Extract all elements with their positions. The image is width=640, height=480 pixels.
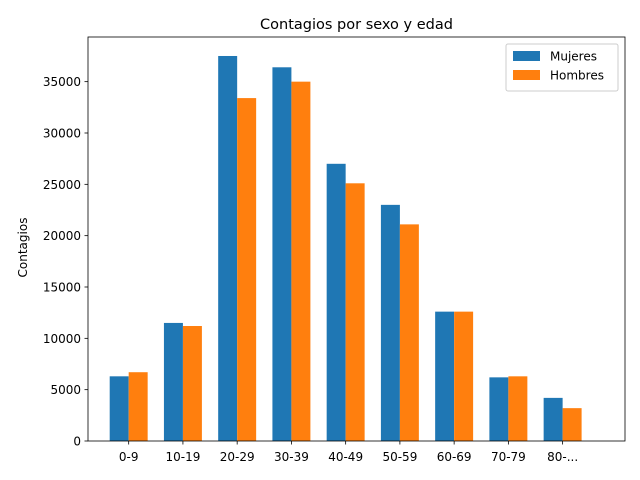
y-tick-label: 15000 — [43, 280, 81, 294]
legend-swatch-hombres — [513, 70, 540, 80]
bar-mujeres-60-69 — [435, 311, 455, 441]
legend-label-mujeres: Mujeres — [550, 50, 597, 64]
bar-hombres-30-39 — [291, 81, 311, 441]
bars-group — [109, 55, 582, 442]
x-tick-label: 70-79 — [491, 450, 526, 464]
chart-title: Contagios por sexo y edad — [260, 17, 453, 33]
y-tick-label: 25000 — [43, 178, 81, 192]
bar-mujeres-70-79 — [489, 377, 509, 441]
x-tick-label: 30-39 — [274, 450, 309, 464]
y-axis-label: Contagios — [16, 218, 30, 278]
y-tick-label: 0 — [73, 435, 81, 449]
legend-swatch-mujeres — [513, 51, 540, 61]
x-tick-label: 80-... — [547, 450, 578, 464]
plot-frame — [87, 36, 626, 442]
bar-hombres-20-29 — [237, 98, 257, 441]
bar-hombres-10-19 — [182, 326, 202, 441]
bar-mujeres-10-19 — [163, 322, 183, 441]
legend-label-hombres: Hombres — [550, 69, 604, 83]
bar-mujeres-20-29 — [218, 55, 238, 442]
x-tick-label: 0-9 — [119, 450, 139, 464]
y-tick-label: 35000 — [43, 75, 81, 89]
bar-hombres-60-69 — [454, 311, 474, 441]
y-tick-label: 10000 — [43, 332, 81, 346]
bar-mujeres-50-59 — [380, 204, 400, 441]
y-tick-label: 5000 — [50, 383, 81, 397]
bar-hombres-70-79 — [508, 376, 528, 441]
bar-hombres-80-... — [562, 408, 582, 441]
legend: Mujeres Hombres — [505, 43, 619, 92]
x-tick-label: 60-69 — [437, 450, 472, 464]
axes-group: 0-9 10-19 20-29 30-39 40-49 50-59 60-69 70-79 80… — [43, 36, 626, 464]
y-tick-label: 30000 — [43, 126, 81, 140]
x-tick-label: 40-49 — [328, 450, 363, 464]
x-tick-label: 20-29 — [220, 450, 255, 464]
bar-hombres-40-49 — [345, 183, 365, 442]
bar-mujeres-0-9 — [109, 376, 129, 441]
bar-mujeres-40-49 — [326, 163, 346, 442]
bar-hombres-50-59 — [399, 224, 419, 441]
bar-hombres-0-9 — [128, 372, 148, 441]
y-tick-label: 20000 — [43, 229, 81, 243]
x-tick-label: 10-19 — [165, 450, 200, 464]
x-tick-label: 50-59 — [382, 450, 417, 464]
bar-mujeres-30-39 — [272, 67, 292, 441]
bar-mujeres-80-... — [543, 397, 563, 441]
